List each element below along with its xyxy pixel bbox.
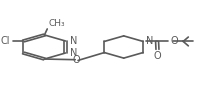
Text: N: N xyxy=(70,48,77,58)
Text: O: O xyxy=(170,36,178,46)
Text: O: O xyxy=(154,51,161,61)
Text: N: N xyxy=(146,36,154,46)
Text: Cl: Cl xyxy=(0,36,10,46)
Text: N: N xyxy=(70,36,77,46)
Text: O: O xyxy=(72,55,80,65)
Text: CH₃: CH₃ xyxy=(48,19,65,28)
